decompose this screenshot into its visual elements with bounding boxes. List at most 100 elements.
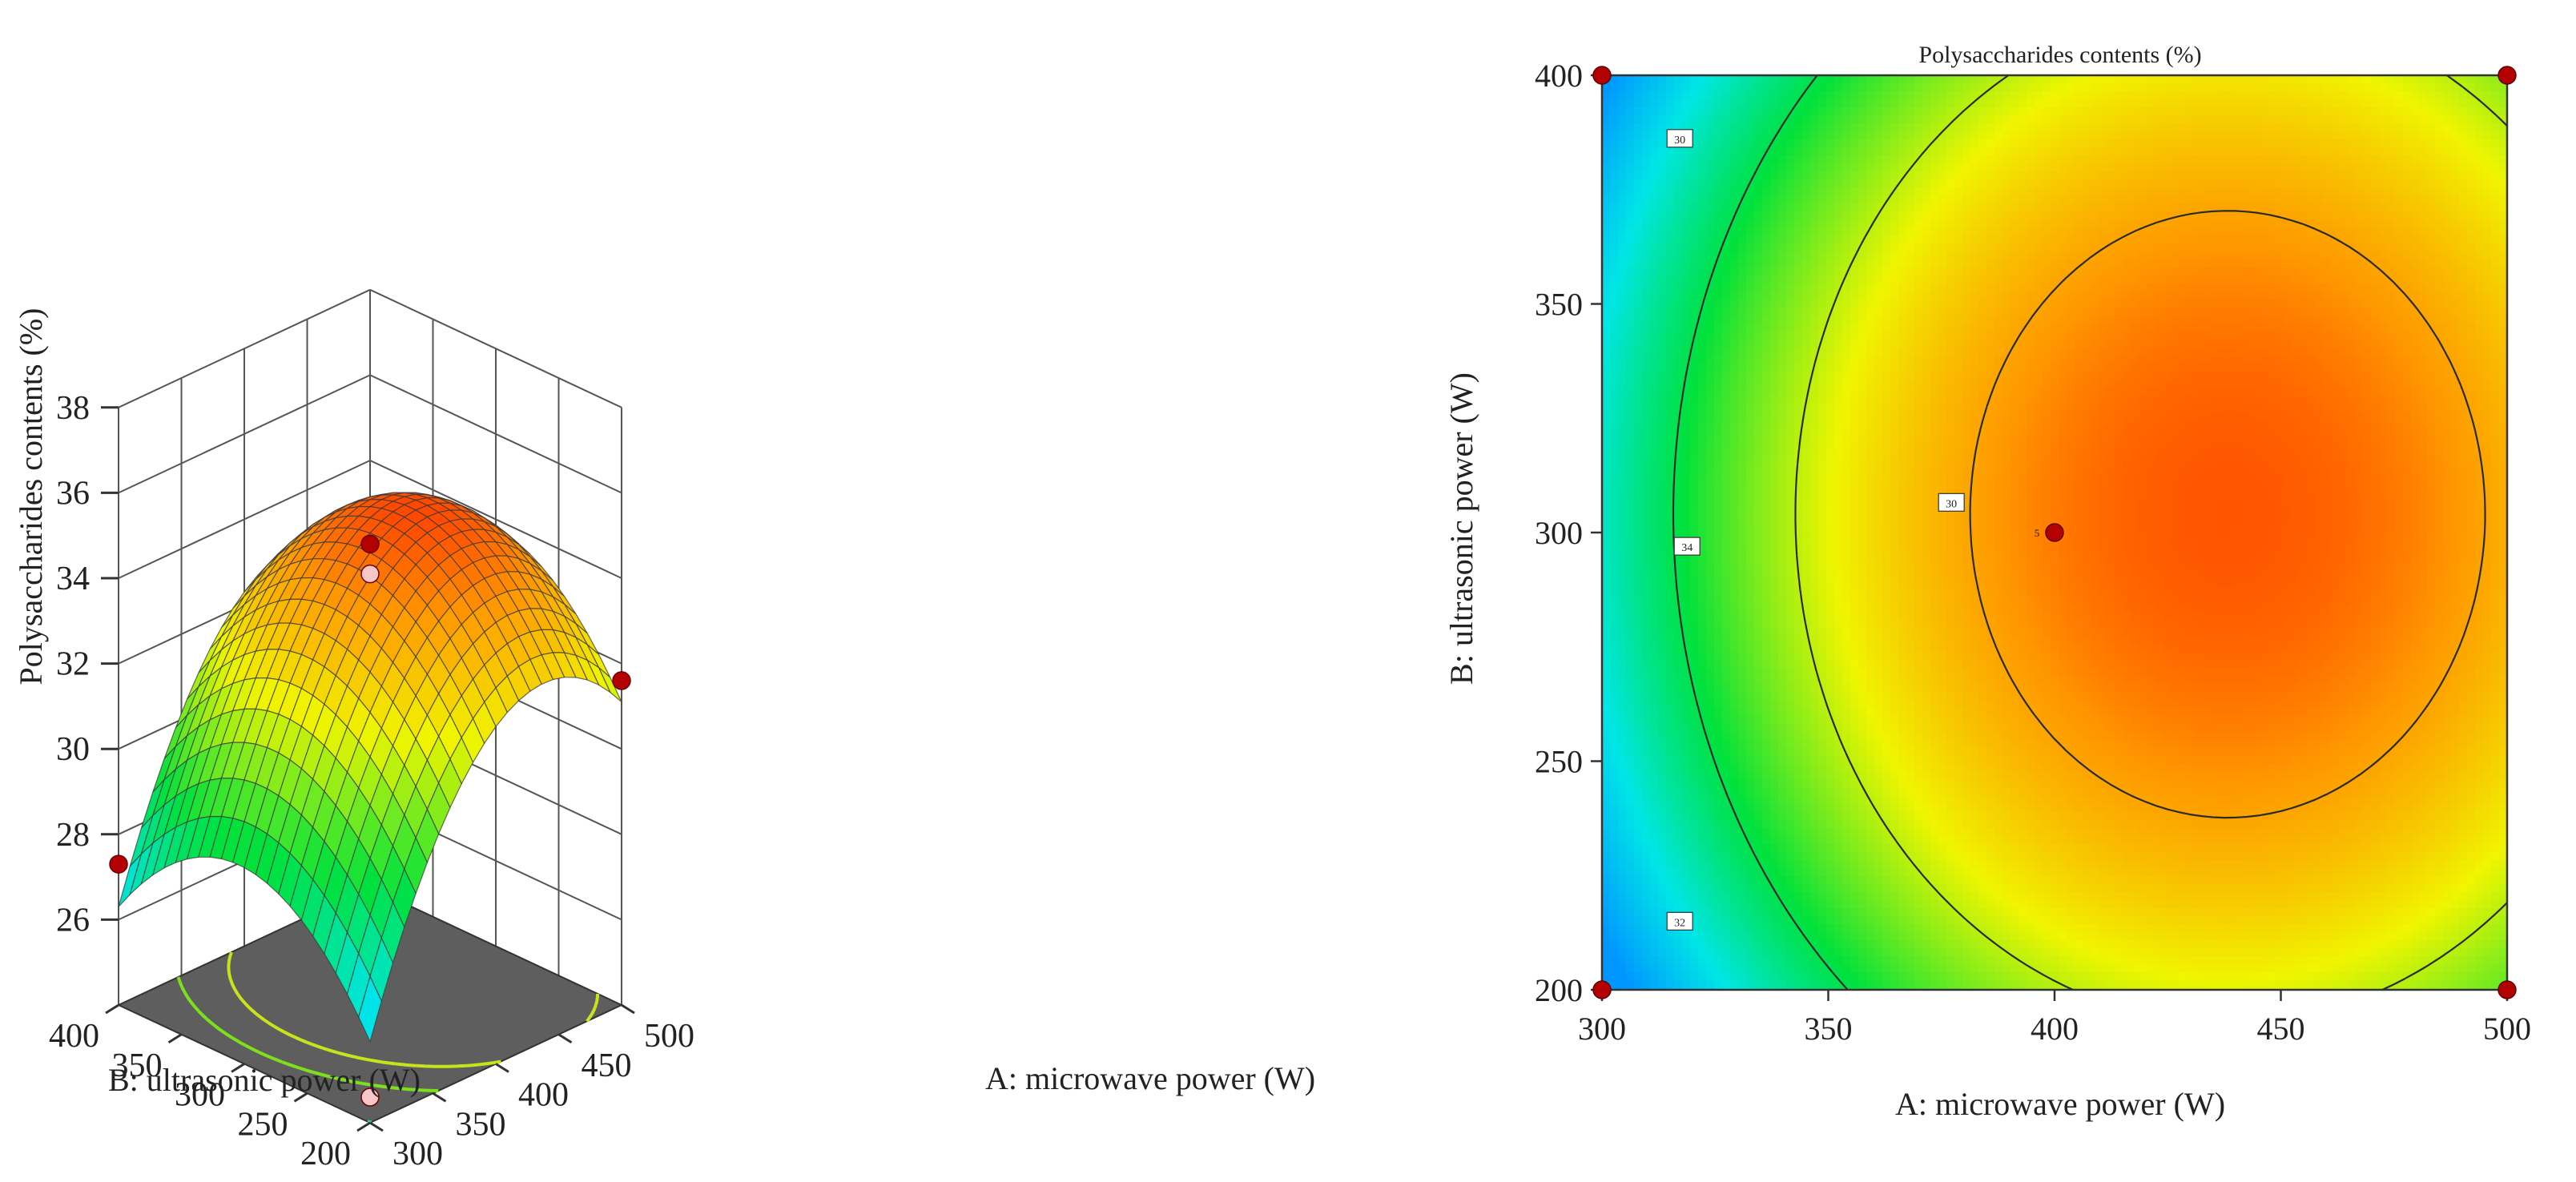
heatmap-cell	[1682, 564, 1691, 573]
heatmap-cell	[1618, 644, 1627, 653]
heatmap-cell	[1730, 636, 1739, 645]
heatmap-cell	[1866, 267, 1875, 276]
heatmap-cell	[1818, 171, 1827, 180]
heatmap-cell	[1730, 964, 1739, 973]
heatmap-cell	[1874, 452, 1883, 460]
heatmap-cell	[1746, 956, 1755, 965]
heatmap-cell	[1810, 636, 1819, 645]
heatmap-cell	[1898, 115, 1907, 124]
heatmap-cell	[1762, 724, 1771, 733]
heatmap-cell	[1658, 796, 1667, 805]
heatmap-cell	[1762, 732, 1771, 741]
heatmap-cell	[1698, 131, 1707, 140]
heatmap-cell	[1834, 227, 1843, 236]
heatmap-cell	[1714, 828, 1723, 837]
heatmap-cell	[1794, 884, 1803, 893]
heatmap-cell	[1794, 163, 1803, 172]
heatmap-cell	[1602, 243, 1611, 252]
heatmap-cell	[1602, 428, 1611, 436]
heatmap-cell	[1706, 604, 1715, 613]
heatmap-cell	[1794, 660, 1803, 669]
heatmap-cell	[1618, 155, 1627, 164]
heatmap-cell	[1674, 732, 1683, 741]
heatmap-cell	[1898, 604, 1907, 613]
heatmap-cell	[1882, 908, 1891, 917]
heatmap-cell	[1866, 732, 1875, 741]
heatmap-cell	[1746, 468, 1755, 476]
heatmap-cell	[1730, 436, 1739, 444]
heatmap-cell	[1866, 772, 1875, 781]
heatmap-cell	[1786, 708, 1795, 717]
heatmap-cell	[1794, 300, 1803, 308]
heatmap-cell	[1858, 668, 1867, 677]
heatmap-cell	[1634, 364, 1643, 372]
heatmap-cell	[1642, 780, 1651, 789]
heatmap-cell	[1834, 916, 1843, 925]
heatmap-cell	[1786, 588, 1795, 597]
heatmap-cell	[1626, 107, 1635, 116]
heatmap-cell	[1626, 804, 1635, 813]
heatmap-cell	[1658, 692, 1667, 701]
heatmap-cell	[1882, 764, 1891, 773]
heatmap-cell	[1826, 860, 1835, 869]
heatmap-cell	[1618, 820, 1627, 829]
heatmap-cell	[1738, 171, 1747, 180]
heatmap-cell	[1650, 676, 1659, 685]
heatmap-cell	[1906, 195, 1915, 204]
heatmap-cell	[1770, 524, 1779, 533]
heatmap-cell	[1786, 404, 1795, 412]
heatmap-cell	[1882, 700, 1891, 709]
heatmap-cell	[1786, 428, 1795, 436]
heatmap-cell	[1818, 508, 1827, 517]
heatmap-cell	[1602, 780, 1611, 789]
heatmap-cell	[1890, 412, 1899, 420]
heatmap-cell	[1778, 332, 1787, 340]
heatmap-cell	[1698, 604, 1707, 613]
heatmap-cell	[1850, 676, 1859, 685]
heatmap-cell	[1906, 316, 1915, 324]
heatmap-cell	[1634, 740, 1643, 749]
heatmap-cell	[1842, 524, 1851, 533]
heatmap-cell	[1674, 516, 1683, 525]
heatmap-cell	[1906, 83, 1915, 92]
heatmap-cell	[1850, 492, 1859, 501]
heatmap-cell	[1706, 844, 1715, 853]
heatmap-cell	[1826, 476, 1835, 484]
heatmap-cell	[1642, 892, 1651, 901]
heatmap-cell	[1674, 203, 1683, 212]
heatmap-cell	[1658, 412, 1667, 420]
heatmap-cell	[1690, 83, 1699, 92]
heatmap-cell	[1610, 724, 1619, 733]
heatmap-cell	[1802, 572, 1811, 581]
heatmap-cell	[1706, 580, 1715, 589]
heatmap-cell	[1754, 636, 1763, 645]
heatmap-cell	[1738, 404, 1747, 412]
heatmap-cell	[1866, 628, 1875, 637]
heatmap-cell	[1674, 836, 1683, 845]
heatmap-cell	[1642, 636, 1651, 645]
heatmap-cell	[1674, 340, 1683, 348]
heatmap-cell	[1866, 420, 1875, 428]
heatmap-cell	[1802, 700, 1811, 709]
heatmap-cell	[1610, 788, 1619, 797]
heatmap-cell	[1634, 684, 1643, 693]
heatmap-cell	[1834, 876, 1843, 885]
heatmap-cell	[1674, 388, 1683, 396]
heatmap-cell	[1882, 492, 1891, 501]
heatmap-cell	[1810, 820, 1819, 829]
heatmap-cell	[1674, 171, 1683, 180]
heatmap-cell	[1602, 804, 1611, 813]
heatmap-cell	[1762, 748, 1771, 757]
heatmap-cell	[1682, 572, 1691, 581]
heatmap-cell	[1626, 908, 1635, 917]
heatmap-cell	[1658, 516, 1667, 525]
heatmap-cell	[1754, 316, 1763, 324]
heatmap-cell	[1898, 660, 1907, 669]
heatmap-cell	[1754, 972, 1763, 981]
heatmap-cell	[1810, 604, 1819, 613]
heatmap-cell	[1650, 628, 1659, 637]
heatmap-cell	[1858, 171, 1867, 180]
heatmap-cell	[1706, 900, 1715, 909]
heatmap-cell	[1818, 572, 1827, 581]
heatmap-cell	[1650, 684, 1659, 693]
